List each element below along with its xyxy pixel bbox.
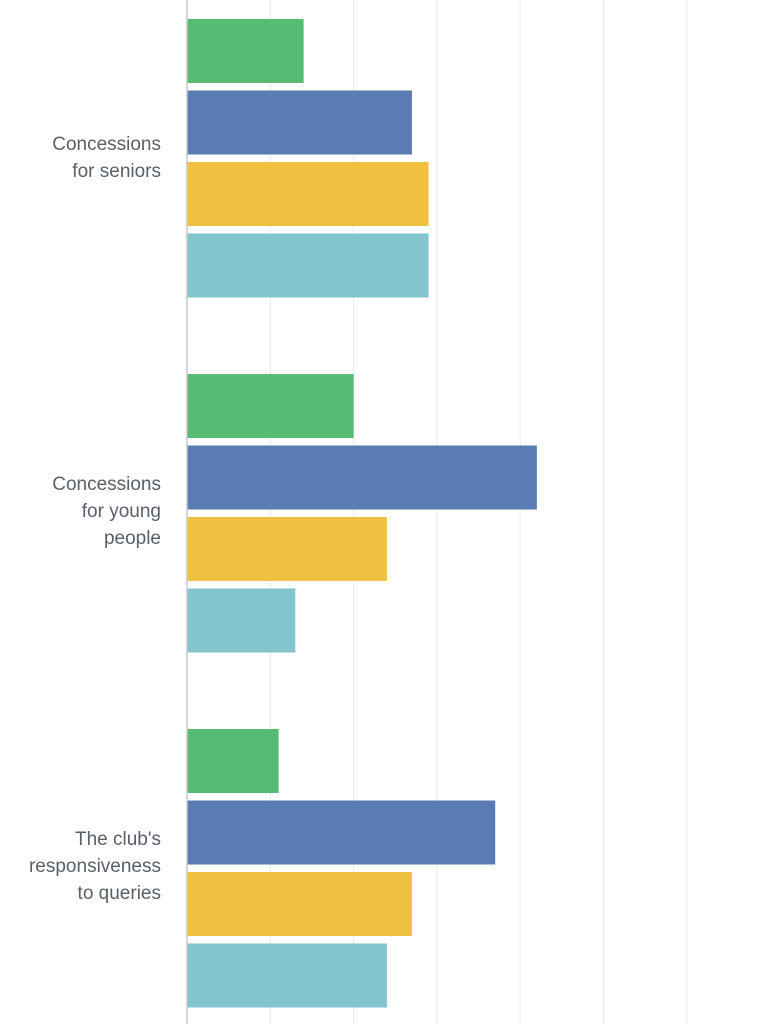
bar-cat1-series2: [187, 90, 412, 155]
bar-cat3-series2: [187, 800, 496, 865]
bars: [187, 19, 537, 1008]
category-label-responsiveness: The club's responsiveness to queries: [28, 828, 161, 904]
bar-cat3-series1: [187, 729, 279, 793]
bar-cat3-series3: [187, 872, 412, 936]
category-label-seniors: Concessions for seniors: [52, 134, 161, 182]
bar-cat2-series4: [187, 588, 296, 653]
category-label-young-people: Concessions for young people: [52, 473, 161, 549]
bar-cat2-series3: [187, 517, 387, 581]
bar-cat2-series2: [187, 445, 537, 510]
bar-cat3-series4: [187, 943, 387, 1008]
bar-cat1-series3: [187, 162, 429, 226]
bar-cat1-series1: [187, 19, 304, 83]
bar-cat1-series4: [187, 233, 429, 298]
bar-cat2-series1: [187, 374, 354, 438]
